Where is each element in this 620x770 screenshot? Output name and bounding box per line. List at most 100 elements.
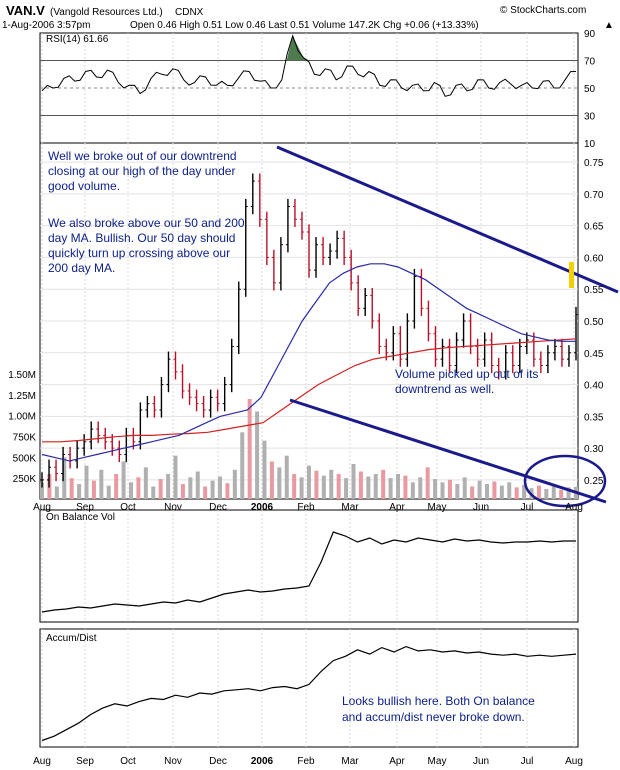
volume-bar — [54, 486, 59, 499]
volume-bar — [388, 478, 393, 499]
x-tick-label-price: Aug — [33, 502, 51, 513]
x-tick-label-bottom: Nov — [164, 756, 182, 767]
rsi-tick-label: 10 — [584, 139, 596, 150]
ma200-line — [42, 338, 577, 443]
x-tick-label-price: Jul — [521, 502, 534, 513]
grid-layer — [40, 33, 578, 747]
volume-tick-label: 250K — [13, 474, 37, 485]
company-name: (Vangold Resources Ltd.) — [50, 7, 163, 18]
price-tick-label: 0.45 — [584, 349, 604, 360]
volume-tick-label: 1.50M — [8, 370, 36, 381]
rsi-tick-label: 50 — [584, 84, 596, 95]
volume-bar — [77, 484, 82, 499]
volume-bar — [536, 485, 541, 499]
volume-bar — [492, 481, 497, 499]
volume-bar — [269, 461, 274, 499]
ad-line — [41, 645, 577, 742]
obv-layer — [41, 531, 576, 613]
x-tick-label-bottom: Sep — [76, 756, 94, 767]
quote-date: 1-Aug-2006 3:57pm — [2, 20, 90, 31]
volume-bar — [99, 469, 104, 499]
volume-bar — [106, 485, 111, 499]
rsi-title: RSI(14) 61.66 — [46, 34, 109, 45]
volume-highlight-ellipse — [523, 454, 607, 508]
price-tick-label: 0.65 — [584, 222, 604, 233]
volume-bar — [544, 489, 549, 499]
x-tick-label-bottom: Aug — [565, 756, 583, 767]
price-tick-label: 0.50 — [584, 317, 604, 328]
ticks-layer: Aug Aug Sep Sep Oct Oct Nov Nov Dec Dec 2006 2006 Fe… — [8, 29, 604, 767]
ma50-line — [41, 263, 576, 462]
x-tick-label-bottom: Jul — [521, 756, 534, 767]
volume-bar — [499, 485, 504, 499]
volume-bar — [277, 467, 282, 499]
volume-bar — [84, 465, 89, 499]
volume-bar — [247, 399, 252, 499]
annotation-breakout-2: closing at our high of the day under — [48, 164, 235, 178]
volume-bar — [240, 432, 245, 499]
volume-bar — [114, 474, 119, 499]
watermark: © StockCharts.com — [500, 5, 586, 16]
exchange: CDNX — [175, 7, 204, 18]
volume-bar — [396, 474, 400, 499]
volume-bar — [551, 486, 556, 499]
rsi-overbought-fill — [286, 35, 310, 61]
volume-bar — [522, 484, 527, 499]
x-tick-label-price: 2006 — [251, 502, 274, 513]
volume-bar — [470, 486, 475, 499]
x-tick-label-price: Sep — [76, 502, 94, 513]
volume-bar — [433, 479, 438, 499]
price-tick-label: 0.55 — [584, 285, 604, 296]
volume-bar — [336, 474, 341, 499]
lower-trendline — [289, 398, 607, 504]
volume-bar — [455, 484, 460, 499]
price-tick-label: 0.75 — [584, 158, 604, 169]
symbol: VAN.V — [6, 3, 45, 18]
volume-bar — [447, 479, 452, 499]
volume-bar — [314, 470, 319, 499]
volume-bar — [218, 476, 222, 499]
volume-bar — [566, 487, 571, 499]
volume-bar — [262, 440, 267, 499]
annotation-bullish-1: Looks bullish here. Both On balance — [342, 694, 535, 708]
volume-bar — [180, 484, 185, 499]
annotation-ma-2: day MA. Bullish. Our 50 day should — [48, 231, 235, 245]
price-tick-label: 0.40 — [584, 381, 604, 392]
volume-bar — [188, 477, 193, 499]
volume-bar — [403, 475, 408, 499]
volume-bar — [440, 482, 445, 499]
volume-bar — [507, 482, 512, 499]
volume-bar — [151, 486, 156, 499]
volume-bar — [559, 489, 564, 499]
volume-bar — [225, 483, 230, 499]
annotation-ma-3: quickly turn up crossing above our — [48, 246, 230, 260]
x-tick-label-bottom: May — [428, 756, 447, 767]
volume-bar — [195, 471, 200, 499]
ad-layer — [41, 645, 577, 742]
price-tick-label: 0.70 — [584, 190, 604, 201]
volume-bar — [232, 469, 237, 499]
volume-bar — [418, 477, 423, 499]
volume-bar — [344, 478, 349, 499]
x-tick-label-bottom: Aug — [33, 756, 51, 767]
upper-trendline — [276, 145, 619, 294]
volume-tick-label: 1.00M — [8, 412, 36, 423]
rsi-tick-label: 30 — [584, 112, 596, 123]
volume-bar — [462, 477, 467, 499]
ad-title: Accum/Dist — [46, 633, 97, 644]
x-tick-label-price: May — [428, 502, 447, 513]
volume-bar — [358, 471, 363, 499]
x-tick-label-price: Aug — [565, 502, 583, 513]
volume-bar — [136, 477, 141, 499]
volume-bar — [69, 478, 74, 499]
volume-bar — [40, 482, 44, 499]
x-tick-label-bottom: Dec — [209, 756, 227, 767]
x-tick-label-bottom: Oct — [120, 756, 136, 767]
volume-tick-label: 1.25M — [8, 391, 36, 402]
rsi-tick-label: 90 — [584, 29, 596, 40]
annotation-bullish-2: and accum/dist never broke down. — [342, 710, 525, 724]
volume-tick-label: 500K — [13, 453, 37, 464]
price-tick-label: 0.35 — [584, 412, 604, 423]
